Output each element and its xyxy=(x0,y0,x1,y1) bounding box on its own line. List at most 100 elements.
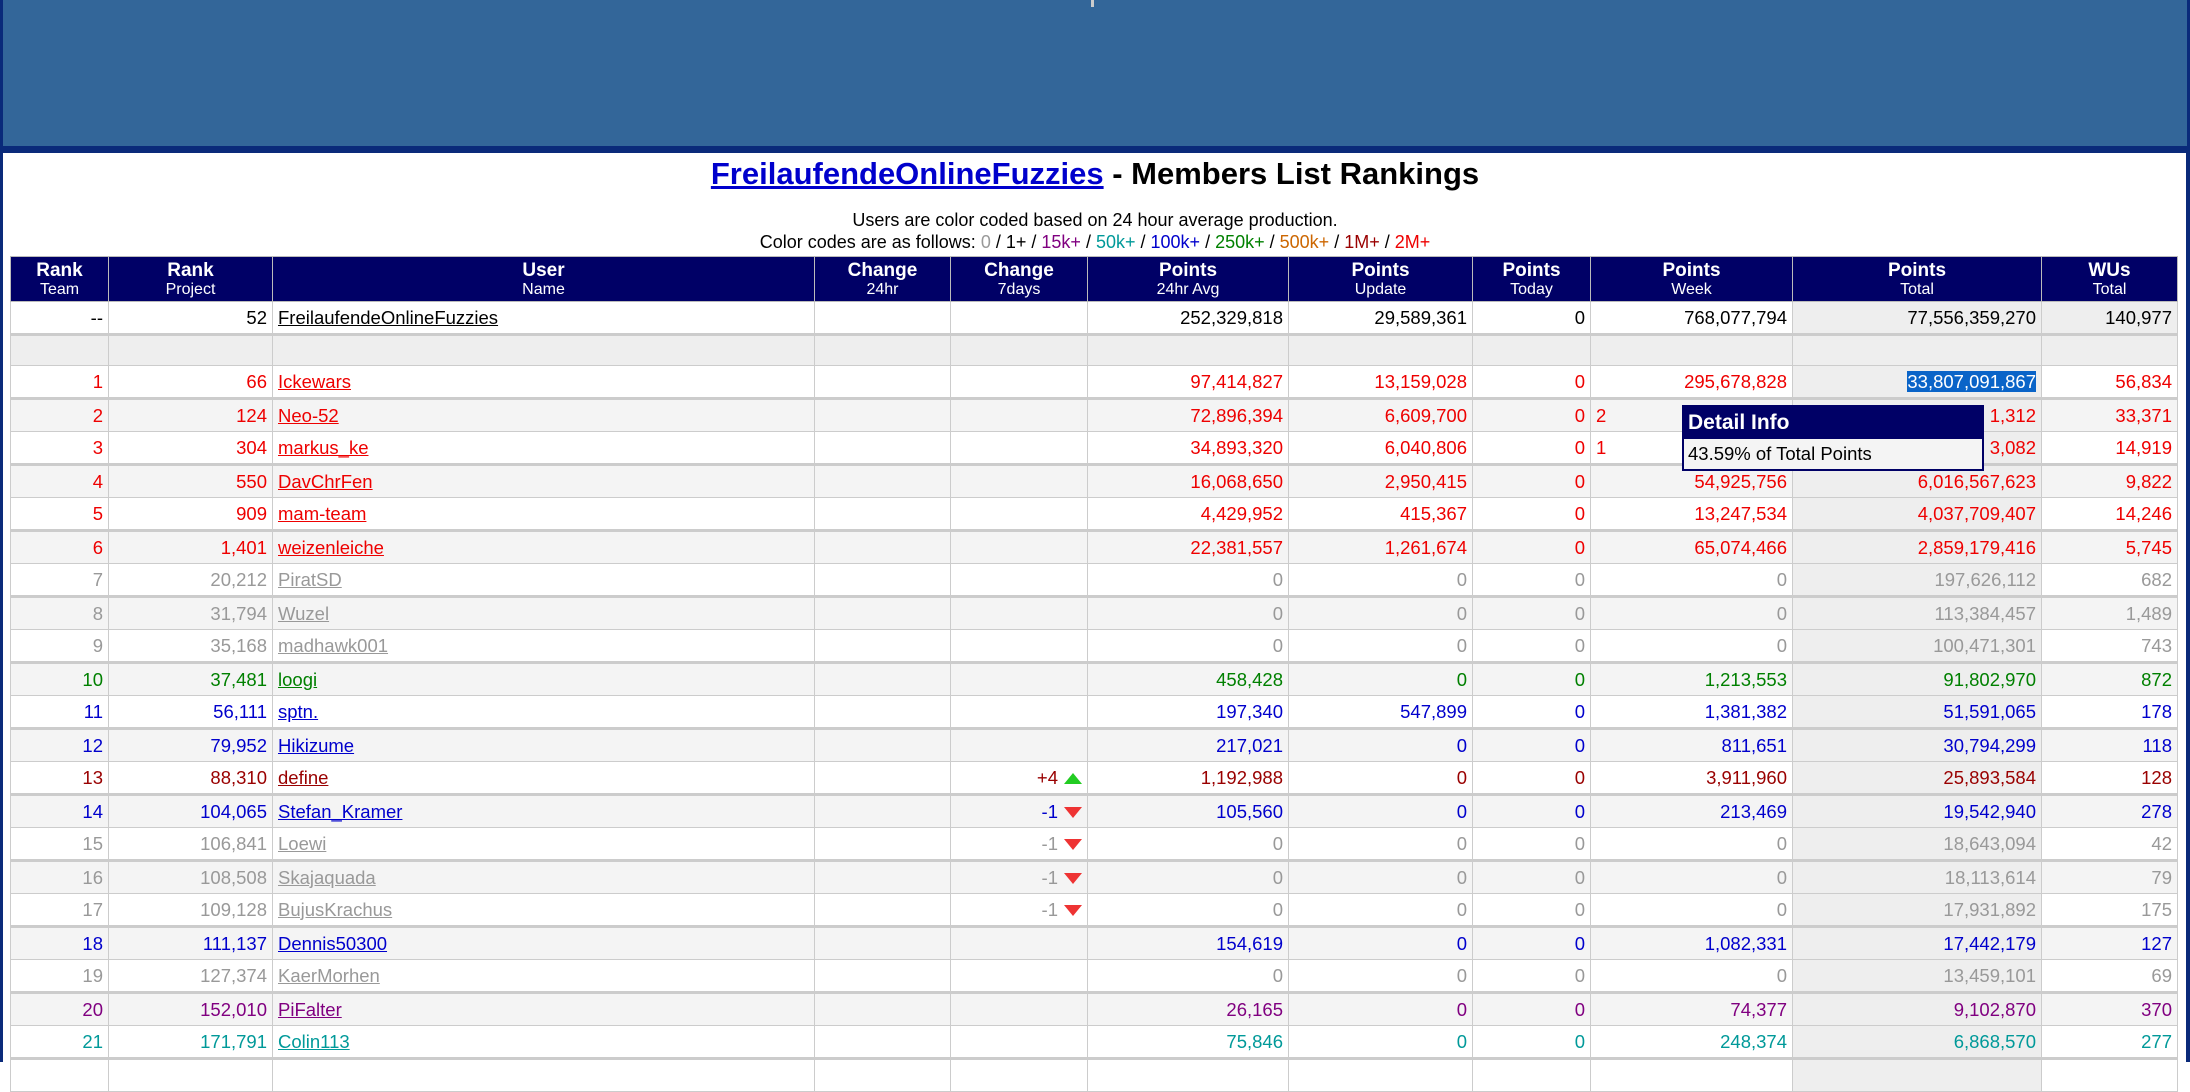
points-week-value: 3,911,960 xyxy=(1706,766,1787,788)
user-name[interactable]: Neo-52 xyxy=(272,398,815,432)
user-name[interactable]: define xyxy=(272,761,815,796)
points-today: 0 xyxy=(1472,761,1591,796)
rank-project-value: 124 xyxy=(236,404,267,426)
user-link[interactable]: Stefan_Kramer xyxy=(278,800,403,822)
user-link[interactable]: define xyxy=(278,766,329,788)
column-header[interactable]: Rank Team xyxy=(10,256,109,302)
points-24hr-avg: 72,896,394 xyxy=(1087,398,1289,432)
team-link[interactable]: FreilaufendeOnlineFuzzies xyxy=(710,156,1104,191)
rank-team-value: 9 xyxy=(92,634,103,656)
column-title: Rank xyxy=(36,260,83,281)
column-header[interactable]: WUs Total xyxy=(2041,256,2178,302)
user-link[interactable]: Wuzel xyxy=(278,602,330,624)
user-name[interactable]: Skajaquada xyxy=(272,860,815,894)
user-name[interactable]: markus_ke xyxy=(272,431,815,466)
points-total-value: 3,082 xyxy=(1989,436,2036,458)
user-link[interactable]: sptn. xyxy=(278,700,319,722)
user-name[interactable]: sptn. xyxy=(272,695,815,730)
points-today-value: 0 xyxy=(1574,306,1585,328)
user-link[interactable]: KaerMorhen xyxy=(278,964,380,986)
points-update-value: 6,040,806 xyxy=(1384,436,1467,458)
column-header[interactable]: Change 7days xyxy=(950,256,1088,302)
arrow-down-icon xyxy=(1064,806,1082,818)
user-link[interactable]: weizenleiche xyxy=(278,536,384,558)
points-week: 0 xyxy=(1590,563,1793,598)
user-link[interactable]: Neo-52 xyxy=(278,404,339,426)
user-link[interactable]: mam-team xyxy=(278,502,367,524)
rank-team: 14 xyxy=(10,794,109,828)
column-header[interactable]: Points Update xyxy=(1288,256,1473,302)
user-link[interactable]: Skajaquada xyxy=(278,866,376,888)
user-link[interactable]: loogi xyxy=(278,668,318,690)
user-name[interactable]: BujusKrachus xyxy=(272,893,815,928)
arrow-down-icon xyxy=(1064,838,1082,850)
member-row: 16 108,508 Skajaquada -1 0 0 0 0 18,113,614 79 xyxy=(10,860,2178,894)
points-today: 0 xyxy=(1472,1025,1591,1060)
points-update-value: 0 xyxy=(1456,668,1467,690)
banner-logo-fragment xyxy=(1091,0,1094,7)
user-link[interactable]: Hikizume xyxy=(278,734,355,756)
user-name[interactable]: Stefan_Kramer xyxy=(272,794,815,828)
user-name[interactable]: FreilaufendeOnlineFuzzies xyxy=(272,301,815,336)
points-update-value: 0 xyxy=(1456,832,1467,854)
user-name[interactable]: weizenleiche xyxy=(272,530,815,564)
rank-project: 171,791 xyxy=(108,1025,273,1060)
table-header: Rank Team Rank Project User Name Change 24hr Cha… xyxy=(10,256,2178,302)
user-link[interactable]: PiratSD xyxy=(278,568,342,590)
points-total: 9,102,870 xyxy=(1792,992,2042,1026)
column-header[interactable]: Points Week xyxy=(1590,256,1793,302)
user-name[interactable]: mam-team xyxy=(272,497,815,532)
rank-project-value: 550 xyxy=(236,470,267,492)
wus-total: 5,745 xyxy=(2041,530,2178,564)
user-name[interactable]: Ickewars xyxy=(272,365,815,400)
user-link[interactable]: Loewi xyxy=(278,832,327,854)
rank-team: 11 xyxy=(10,695,109,730)
user-name[interactable]: PiratSD xyxy=(272,563,815,598)
user-link[interactable]: BujusKrachus xyxy=(278,898,393,920)
member-row: 13 88,310 define +4 1,192,988 0 0 3,911,960 25,8… xyxy=(10,761,2178,796)
change-7days-value: -1 xyxy=(1041,898,1058,920)
user-name[interactable]: Wuzel xyxy=(272,596,815,630)
column-header[interactable]: Points 24hr Avg xyxy=(1087,256,1289,302)
user-name[interactable]: DavChrFen xyxy=(272,464,815,498)
user-link[interactable]: Ickewars xyxy=(278,370,351,392)
user-name[interactable]: Hikizume xyxy=(272,728,815,762)
rank-team-value: 14 xyxy=(82,800,103,822)
user-link[interactable]: DavChrFen xyxy=(278,470,373,492)
column-title: Points xyxy=(1887,260,1947,281)
user-link[interactable]: Dennis50300 xyxy=(278,932,388,954)
user-link[interactable]: FreilaufendeOnlineFuzzies xyxy=(278,306,499,328)
user-link[interactable]: Colin113 xyxy=(278,1030,350,1052)
user-name[interactable]: Loewi xyxy=(272,827,815,862)
user-name[interactable]: Dennis50300 xyxy=(272,926,815,960)
rank-team: 5 xyxy=(10,497,109,532)
points-total: 100,471,301 xyxy=(1792,629,2042,664)
user-name[interactable]: KaerMorhen xyxy=(272,959,815,994)
rank-team: 1 xyxy=(10,365,109,400)
points-update: 0 xyxy=(1288,827,1473,862)
user-name[interactable]: PiFalter xyxy=(272,992,815,1026)
user-link[interactable]: markus_ke xyxy=(278,436,369,458)
rank-team-value: 10 xyxy=(82,668,103,690)
rank-team: 19 xyxy=(10,959,109,994)
column-header[interactable]: Points Total xyxy=(1792,256,2042,302)
column-header[interactable]: Change 24hr xyxy=(814,256,951,302)
change-24hr xyxy=(814,431,951,466)
column-header[interactable]: Points Today xyxy=(1472,256,1591,302)
column-header[interactable]: User Name xyxy=(272,256,815,302)
wus-total-value: 9,822 xyxy=(2125,470,2172,492)
user-name[interactable]: loogi xyxy=(272,662,815,696)
change-24hr xyxy=(814,1025,951,1060)
user-link[interactable]: PiFalter xyxy=(278,998,342,1020)
points-week: 768,077,794 xyxy=(1590,301,1793,336)
legend-separator: / xyxy=(1379,232,1395,252)
empty-cell xyxy=(10,1058,109,1092)
column-title: Change xyxy=(847,260,918,281)
rank-team-value: 16 xyxy=(82,866,103,888)
user-name[interactable]: madhawk001 xyxy=(272,629,815,664)
user-link[interactable]: madhawk001 xyxy=(278,634,389,656)
user-name[interactable]: Colin113 xyxy=(272,1025,815,1060)
wus-total: 42 xyxy=(2041,827,2178,862)
column-header[interactable]: Rank Project xyxy=(108,256,273,302)
points-total: 91,802,970 xyxy=(1792,662,2042,696)
